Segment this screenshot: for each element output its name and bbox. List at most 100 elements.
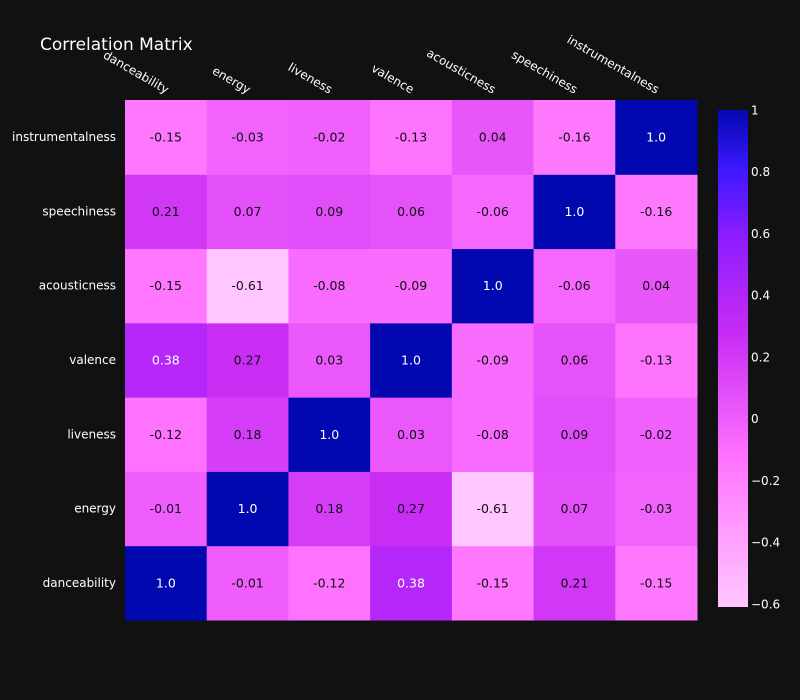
heatmap-cell (370, 174, 453, 250)
cell-value-label: -0.01 (150, 501, 182, 516)
heatmap-cell (206, 322, 289, 398)
x-tick-label: liveness (286, 60, 335, 96)
cell-value-label: -0.12 (313, 575, 345, 590)
heatmap-cell (533, 100, 616, 175)
cell-value-label: 1.0 (319, 427, 339, 442)
heatmap-cell (206, 248, 289, 324)
heatmap-cell (615, 471, 698, 547)
cell-value-label: -0.06 (558, 278, 590, 293)
heatmap-cell (615, 248, 698, 324)
chart-title: Correlation Matrix (40, 35, 193, 55)
heatmap-cell (206, 471, 289, 547)
cell-value-label: -0.02 (313, 130, 345, 145)
heatmap-cell (615, 545, 698, 621)
cell-value-label: 0.03 (315, 353, 343, 368)
colorbar-tick-label: 0.4 (751, 289, 770, 303)
colorbar-tick-label: 1 (751, 104, 759, 118)
cell-value-label: -0.13 (640, 353, 672, 368)
y-tick-label: acousticness (39, 279, 116, 293)
heatmap-cell (370, 322, 453, 398)
colorbar-tick-label: 0.8 (751, 165, 770, 179)
heatmap-cell (125, 322, 208, 398)
cell-value-label: 0.21 (152, 204, 180, 219)
cell-value-label: -0.02 (640, 427, 672, 442)
x-tick-label: instrumentalness (565, 32, 662, 96)
heatmap-cell (125, 174, 208, 250)
x-tick-label: energy (210, 64, 253, 97)
cell-value-label: -0.03 (231, 130, 263, 145)
x-tick-label: valence (369, 61, 417, 97)
heatmap-cell (125, 248, 208, 324)
colorbar-ticks: 1 0.8 0.6 0.4 0.2 0 −0.2 −0.4 −0.6 (751, 104, 780, 612)
heatmap-cell (615, 100, 698, 175)
cell-value-label: -0.01 (231, 575, 263, 590)
y-tick-label: valence (69, 353, 116, 367)
x-tick-label: danceability (101, 48, 172, 97)
cell-value-label: 1.0 (156, 575, 176, 590)
heatmap-cells: 1.0 -0.01 -0.12 0.38 -0.15 0.21 -0.15 -0.01 1.0 0… (125, 100, 698, 621)
heatmap-cell (370, 248, 453, 324)
heatmap-cell (533, 248, 616, 324)
heatmap-cell (451, 174, 535, 250)
y-tick-label: instrumentalness (12, 130, 116, 144)
heatmap-cell (288, 100, 371, 175)
cell-value-label: -0.61 (477, 501, 509, 516)
cell-value-label: -0.15 (150, 278, 182, 293)
heatmap-cell (288, 322, 371, 398)
cell-value-label: 0.06 (561, 353, 589, 368)
x-tick-label: speechiness (509, 48, 580, 97)
cell-value-label: 1.0 (483, 278, 503, 293)
cell-value-label: 0.21 (561, 575, 589, 590)
cell-value-label: -0.09 (477, 353, 509, 368)
cell-value-label: 0.04 (479, 130, 507, 145)
cell-value-label: -0.16 (558, 130, 590, 145)
heatmap-cell (615, 174, 698, 250)
cell-value-label: 0.07 (561, 501, 589, 516)
heatmap-cell (288, 174, 371, 250)
cell-value-label: 0.27 (234, 353, 262, 368)
cell-value-label: -0.06 (477, 204, 509, 219)
cell-value-label: 0.07 (234, 204, 262, 219)
y-tick-label: danceability (43, 576, 116, 590)
heatmap-cell (288, 248, 371, 324)
cell-value-label: 0.03 (397, 427, 425, 442)
cell-value-label: -0.08 (477, 427, 509, 442)
heatmap-cell (533, 545, 616, 621)
cell-value-label: 0.09 (561, 427, 589, 442)
colorbar-tick-label: −0.4 (751, 536, 780, 550)
cell-value-label: -0.13 (395, 130, 427, 145)
cell-value-label: 0.18 (315, 501, 343, 516)
heatmap-cell (370, 545, 453, 621)
y-tick-label: energy (74, 502, 116, 516)
cell-value-label: 1.0 (564, 204, 584, 219)
heatmap-cell (288, 545, 371, 621)
cell-value-label: -0.03 (640, 501, 672, 516)
cell-value-label: 0.38 (397, 575, 425, 590)
colorbar-tick-label: −0.2 (751, 474, 780, 488)
cell-value-label: 0.06 (397, 204, 425, 219)
colorbar-tick-label: 0.6 (751, 227, 770, 241)
cell-value-label: -0.61 (231, 278, 263, 293)
cell-value-label: 1.0 (646, 130, 666, 145)
y-axis-ticks: danceability energy liveness valence acousti… (12, 130, 116, 590)
heatmap-cell (451, 471, 535, 547)
colorbar-tick-label: 0 (751, 412, 759, 426)
heatmap-cell (125, 397, 208, 472)
heatmap-cell (533, 322, 616, 398)
y-tick-label: speechiness (42, 204, 116, 218)
heatmap-cell (125, 100, 208, 175)
heatmap-cell (451, 545, 535, 621)
heatmap-cell (533, 397, 616, 472)
heatmap-cell (370, 397, 453, 472)
cell-value-label: -0.12 (150, 427, 182, 442)
heatmap-cell (288, 471, 371, 547)
heatmap-cell (206, 397, 289, 472)
cell-value-label: 0.38 (152, 353, 180, 368)
colorbar-tick-label: −0.6 (751, 597, 780, 611)
cell-value-label: 0.04 (642, 278, 670, 293)
heatmap-cell (125, 545, 208, 621)
heatmap-cell (533, 471, 616, 547)
y-tick-label: liveness (67, 427, 116, 441)
cell-value-label: 1.0 (238, 501, 258, 516)
